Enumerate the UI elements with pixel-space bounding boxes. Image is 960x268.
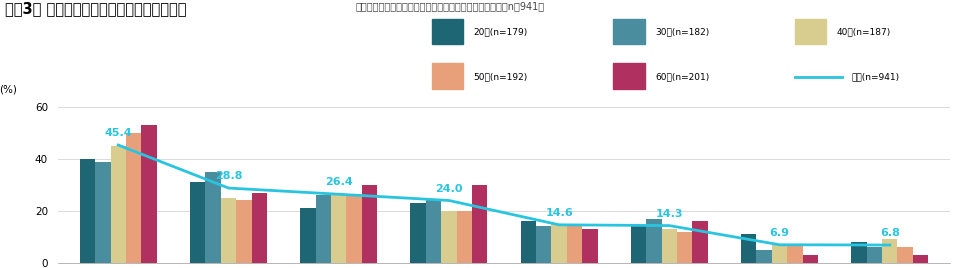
Bar [646,219,661,263]
Bar [536,226,551,263]
Bar [631,226,646,263]
Bar [898,247,913,263]
Text: 28.8: 28.8 [215,171,242,181]
Bar [252,193,267,263]
Bar [882,239,898,263]
Text: 全体(n=941): 全体(n=941) [852,72,900,81]
Bar [692,221,708,263]
Bar [913,255,928,263]
Bar [566,224,583,263]
Bar [803,255,818,263]
Bar [520,221,536,263]
Y-axis label: (%): (%) [0,85,17,95]
Text: 6.9: 6.9 [770,228,789,238]
Text: 20代(n=179): 20代(n=179) [473,27,528,36]
Bar [457,211,472,263]
Text: 24.0: 24.0 [435,184,463,193]
Bar [300,208,316,263]
Text: 45.4: 45.4 [105,128,132,138]
Bar [221,198,236,263]
Bar [583,229,598,263]
Bar [205,172,221,263]
Bar [141,125,156,263]
Bar [347,195,362,263]
Bar [410,203,425,263]
Bar [772,244,787,263]
Bar [852,242,867,263]
Text: ＜図3＞ 使わなくなったものを売らない理由: ＜図3＞ 使わなくなったものを売らない理由 [5,1,186,16]
Text: （複数回答：各カテゴリで「売る」経験のない人ベース：n＝941）: （複数回答：各カテゴリで「売る」経験のない人ベース：n＝941） [355,1,544,11]
Bar [190,182,205,263]
Bar [432,18,463,44]
Bar [677,232,692,263]
Bar [756,250,772,263]
Bar [432,64,463,89]
Bar [867,247,882,263]
Bar [795,18,826,44]
Text: 26.4: 26.4 [324,177,352,187]
Bar [741,234,756,263]
Text: 30代(n=182): 30代(n=182) [655,27,709,36]
Bar [613,64,644,89]
Text: 6.8: 6.8 [880,228,900,238]
Bar [787,244,803,263]
Text: 50代(n=192): 50代(n=192) [473,72,528,81]
Bar [126,133,141,263]
Bar [362,185,377,263]
Bar [472,185,488,263]
Bar [661,229,677,263]
Text: 14.6: 14.6 [545,208,573,218]
Bar [425,200,442,263]
Bar [613,18,644,44]
Bar [80,159,95,263]
Bar [442,211,457,263]
Text: 14.3: 14.3 [656,209,684,219]
Text: 60代(n=201): 60代(n=201) [655,72,709,81]
Text: 40代(n=187): 40代(n=187) [836,27,891,36]
Bar [316,195,331,263]
Bar [551,224,566,263]
Bar [236,200,252,263]
Bar [95,162,110,263]
Bar [331,195,347,263]
Bar [110,146,126,263]
